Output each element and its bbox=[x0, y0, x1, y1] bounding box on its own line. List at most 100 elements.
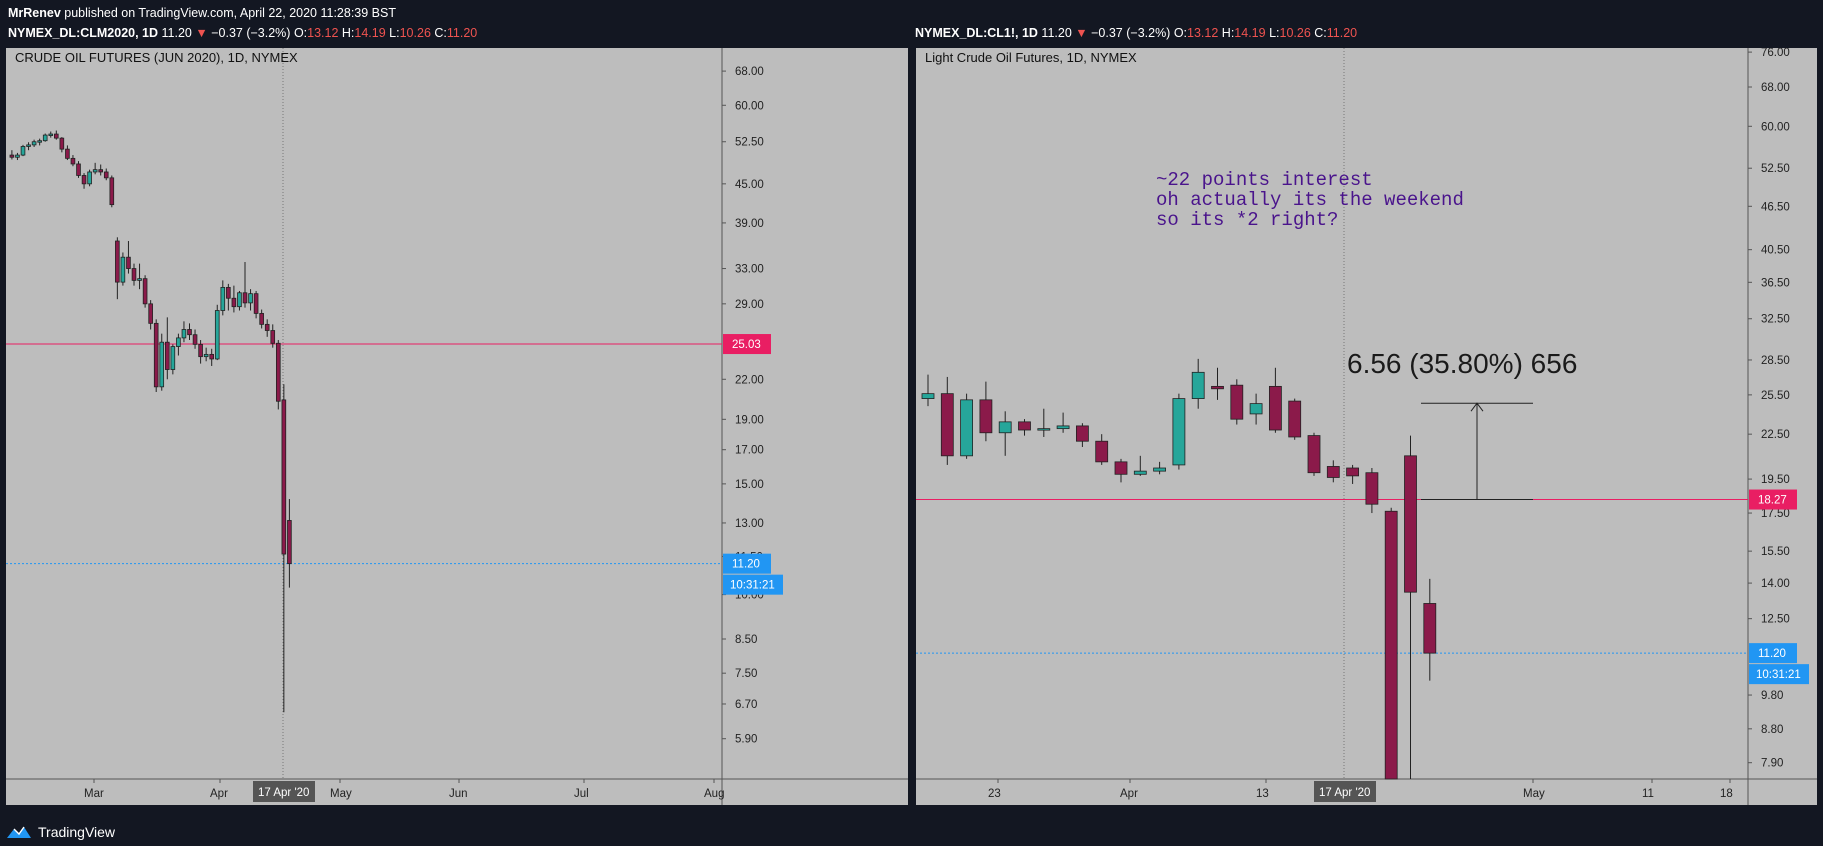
y-tick-label: 40.50 bbox=[1761, 245, 1790, 257]
right-symbol[interactable]: NYMEX_DL:CL1!, 1D bbox=[915, 26, 1038, 40]
right-high: 14.19 bbox=[1234, 26, 1266, 40]
close-label: C: bbox=[434, 26, 447, 40]
candle-body bbox=[1114, 461, 1128, 475]
candle-body bbox=[203, 353, 209, 358]
low-label: L: bbox=[1269, 26, 1280, 40]
candle-body bbox=[120, 256, 126, 283]
x-tick-label: Apr bbox=[210, 788, 228, 800]
crosshair-date-badge bbox=[1314, 781, 1376, 802]
y-tick-label: 28.50 bbox=[1761, 355, 1790, 367]
candle-body bbox=[54, 133, 59, 139]
publish-header: MrRenev published on TradingView.com, Ap… bbox=[8, 6, 396, 20]
left-change: −0.37 (−3.2%) bbox=[211, 26, 291, 40]
left-chart-svg[interactable]: 68.00 60.00 52.50 45.00 39.00 33.00 29.00 22.00… bbox=[6, 48, 908, 805]
candle-body bbox=[164, 341, 170, 370]
candle-body bbox=[1211, 385, 1224, 390]
author-name[interactable]: MrRenev bbox=[8, 6, 61, 20]
countdown-badge bbox=[723, 574, 783, 595]
countdown-value: 10:31:21 bbox=[1756, 669, 1801, 681]
candle-body bbox=[148, 303, 153, 324]
left-symbol[interactable]: NYMEX_DL:CLM2020, 1D bbox=[8, 26, 159, 40]
candle-body bbox=[87, 171, 92, 185]
y-tick-label: 68.00 bbox=[1761, 82, 1790, 94]
candle-body bbox=[1307, 435, 1321, 474]
candle-body bbox=[181, 329, 187, 339]
x-tick-label: May bbox=[330, 788, 352, 800]
candle-body bbox=[98, 169, 104, 173]
left-high: 14.19 bbox=[354, 26, 386, 40]
y-tick-label: 8.80 bbox=[1761, 724, 1783, 736]
tradingview-logo-icon bbox=[7, 826, 31, 838]
published-info: published on TradingView.com, April 22, … bbox=[64, 6, 396, 20]
candle-body bbox=[1346, 467, 1360, 477]
right-chart-svg[interactable]: 76.00 68.00 60.00 52.50 46.50 40.50 36.50 32.50… bbox=[916, 48, 1817, 805]
y-tick-label: 15.00 bbox=[735, 479, 764, 491]
y-tick-label: 6.70 bbox=[735, 699, 757, 711]
crosshair-date-badge bbox=[253, 781, 315, 802]
candle-body bbox=[1384, 510, 1398, 780]
candle-body bbox=[1075, 425, 1089, 442]
y-tick-label: 46.50 bbox=[1761, 201, 1790, 213]
low-label: L: bbox=[389, 26, 400, 40]
candle-body bbox=[20, 146, 26, 156]
y-tick-label: 60.00 bbox=[735, 100, 764, 112]
candle-body bbox=[42, 134, 48, 142]
annotation-line: so its *2 right? bbox=[1156, 209, 1338, 231]
y-tick-label: 19.00 bbox=[735, 414, 764, 426]
candle-body bbox=[242, 292, 248, 304]
candle-body bbox=[187, 329, 192, 336]
countdown-badge bbox=[1749, 664, 1809, 685]
candle-body bbox=[287, 520, 292, 565]
y-tick-label: 13.00 bbox=[735, 518, 764, 530]
y-tick-label: 29.00 bbox=[735, 299, 764, 311]
candle-body bbox=[198, 343, 203, 358]
down-arrow-icon: ▼ bbox=[1075, 26, 1088, 40]
y-tick-label: 17.50 bbox=[1761, 508, 1790, 520]
y-tick-label: 15.50 bbox=[1761, 546, 1790, 558]
left-low: 10.26 bbox=[399, 26, 431, 40]
y-tick-label: 8.50 bbox=[735, 634, 757, 646]
footer-brand[interactable]: TradingView bbox=[6, 824, 115, 840]
candle-body bbox=[65, 148, 70, 159]
candle-body bbox=[26, 144, 31, 147]
right-ticker-bar: NYMEX_DL:CL1!, 1D 11.20 ▼ −0.37 (−3.2%) … bbox=[915, 26, 1357, 40]
x-tick-label: Mar bbox=[84, 788, 104, 800]
candle-body bbox=[264, 323, 270, 331]
candle-body bbox=[176, 337, 181, 347]
candle-body bbox=[137, 278, 142, 281]
y-tick-label: 5.90 bbox=[735, 734, 757, 746]
candle-body bbox=[1249, 403, 1263, 415]
candle-body bbox=[1095, 440, 1109, 463]
y-tick-label: 60.00 bbox=[1761, 121, 1790, 133]
candle-body bbox=[115, 240, 120, 283]
candle-body bbox=[153, 322, 159, 388]
candle-body bbox=[9, 154, 15, 158]
high-label: H: bbox=[1221, 26, 1235, 40]
candle-body bbox=[270, 330, 276, 344]
candle-body bbox=[76, 163, 81, 176]
candle-body bbox=[1191, 371, 1205, 399]
candle-body bbox=[1326, 466, 1340, 478]
last-price-badge bbox=[723, 553, 771, 574]
candle-body bbox=[220, 286, 226, 311]
candle-body bbox=[103, 171, 109, 179]
left-chart-pane[interactable]: 68.00 60.00 52.50 45.00 39.00 33.00 29.00 22.00… bbox=[6, 48, 908, 805]
candle-body bbox=[37, 140, 42, 143]
measure-label: 6.56 (35.80%) 656 bbox=[1347, 348, 1577, 379]
horizontal-line-value: 25.03 bbox=[732, 339, 761, 351]
candle-body bbox=[275, 342, 281, 402]
candle-body bbox=[170, 346, 176, 370]
crosshair-date-label: 17 Apr '20 bbox=[1319, 787, 1370, 799]
y-tick-label: 32.50 bbox=[1761, 314, 1790, 326]
candle-body bbox=[259, 313, 264, 325]
candle-body bbox=[70, 157, 76, 165]
candle-body bbox=[231, 297, 237, 308]
countdown-value: 10:31:21 bbox=[730, 580, 775, 592]
x-tick-label: May bbox=[1523, 788, 1545, 800]
candle-body bbox=[59, 137, 65, 150]
candle-body bbox=[159, 341, 165, 388]
y-tick-label: 68.00 bbox=[735, 66, 764, 78]
right-chart-pane[interactable]: 76.00 68.00 60.00 52.50 46.50 40.50 36.50 32.50… bbox=[916, 48, 1817, 805]
candle-body bbox=[209, 353, 215, 360]
candle-body bbox=[1056, 425, 1070, 430]
